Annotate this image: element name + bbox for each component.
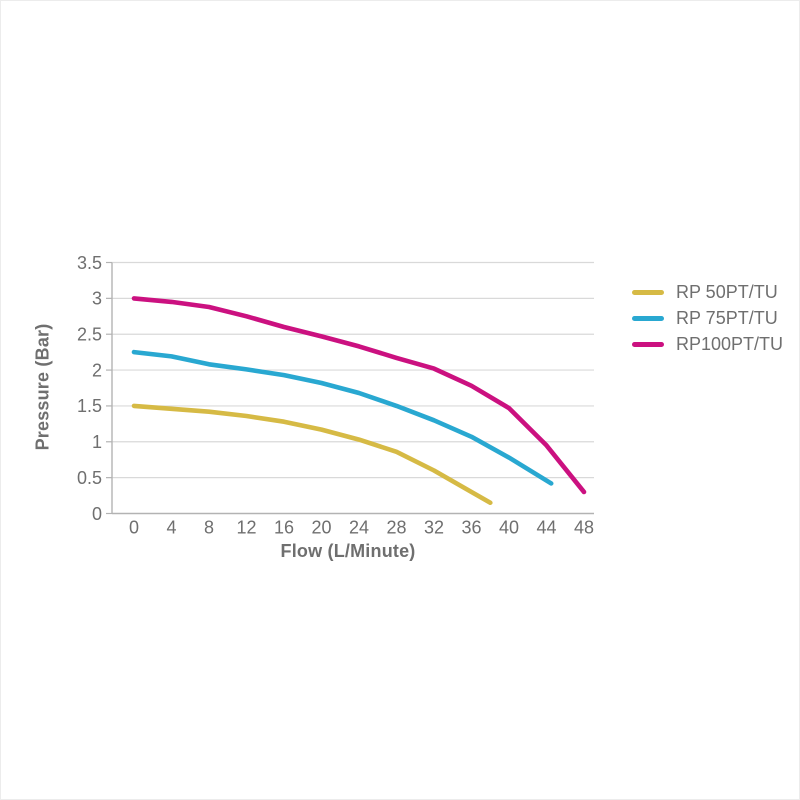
y-tick-label-3: 3 [92, 289, 102, 309]
x-tick-label-8: 8 [204, 518, 214, 538]
legend-item-rp-75pt-tu: RP 75PT/TU [632, 305, 783, 331]
x-tick-label-40: 40 [499, 518, 519, 538]
x-tick-label-48: 48 [574, 518, 594, 538]
x-tick-label-32: 32 [424, 518, 444, 538]
y-axis-title: Pressure (Bar) [32, 323, 53, 451]
x-tick-label-12: 12 [236, 518, 256, 538]
x-tick-label-24: 24 [349, 518, 369, 538]
x-tick-label-36: 36 [461, 518, 481, 538]
x-tick-label-4: 4 [166, 518, 176, 538]
series-line-rp-50pt-tu [131, 403, 493, 506]
y-tick-label-0: 0 [92, 504, 102, 524]
legend: RP 50PT/TU RP 75PT/TU RP100PT/TU [632, 279, 783, 357]
x-tick-label-44: 44 [536, 518, 556, 538]
y-tick-label-2.5: 2.5 [77, 325, 102, 345]
y-tick-label-1.5: 1.5 [77, 396, 102, 416]
x-tick-label-16: 16 [274, 518, 294, 538]
x-tick-label-20: 20 [311, 518, 331, 538]
y-tick-label-3.5: 3.5 [77, 253, 102, 273]
legend-swatch-rp-50pt-tu [632, 289, 664, 295]
legend-item-rp-50pt-tu: RP 50PT/TU [632, 279, 783, 305]
legend-label-rp100pt-tu: RP100PT/TU [676, 333, 784, 354]
x-tick-label-0: 0 [129, 518, 139, 538]
x-tick-label-28: 28 [386, 518, 406, 538]
legend-label-rp-75pt-tu: RP 75PT/TU [676, 307, 778, 328]
x-axis-title: Flow (L/Minute) [280, 541, 416, 561]
legend-swatch-rp-75pt-tu [632, 315, 664, 321]
legend-label-rp-50pt-tu: RP 50PT/TU [676, 281, 778, 302]
series-line-rp100pt-tu [131, 296, 587, 495]
legend-item-rp100pt-tu: RP100PT/TU [632, 331, 783, 357]
y-tick-label-2: 2 [92, 360, 102, 380]
y-tick-label-0.5: 0.5 [77, 468, 102, 488]
legend-swatch-rp100pt-tu [632, 341, 664, 347]
series-line-rp-75pt-tu [131, 349, 554, 486]
y-tick-label-1: 1 [92, 432, 102, 452]
